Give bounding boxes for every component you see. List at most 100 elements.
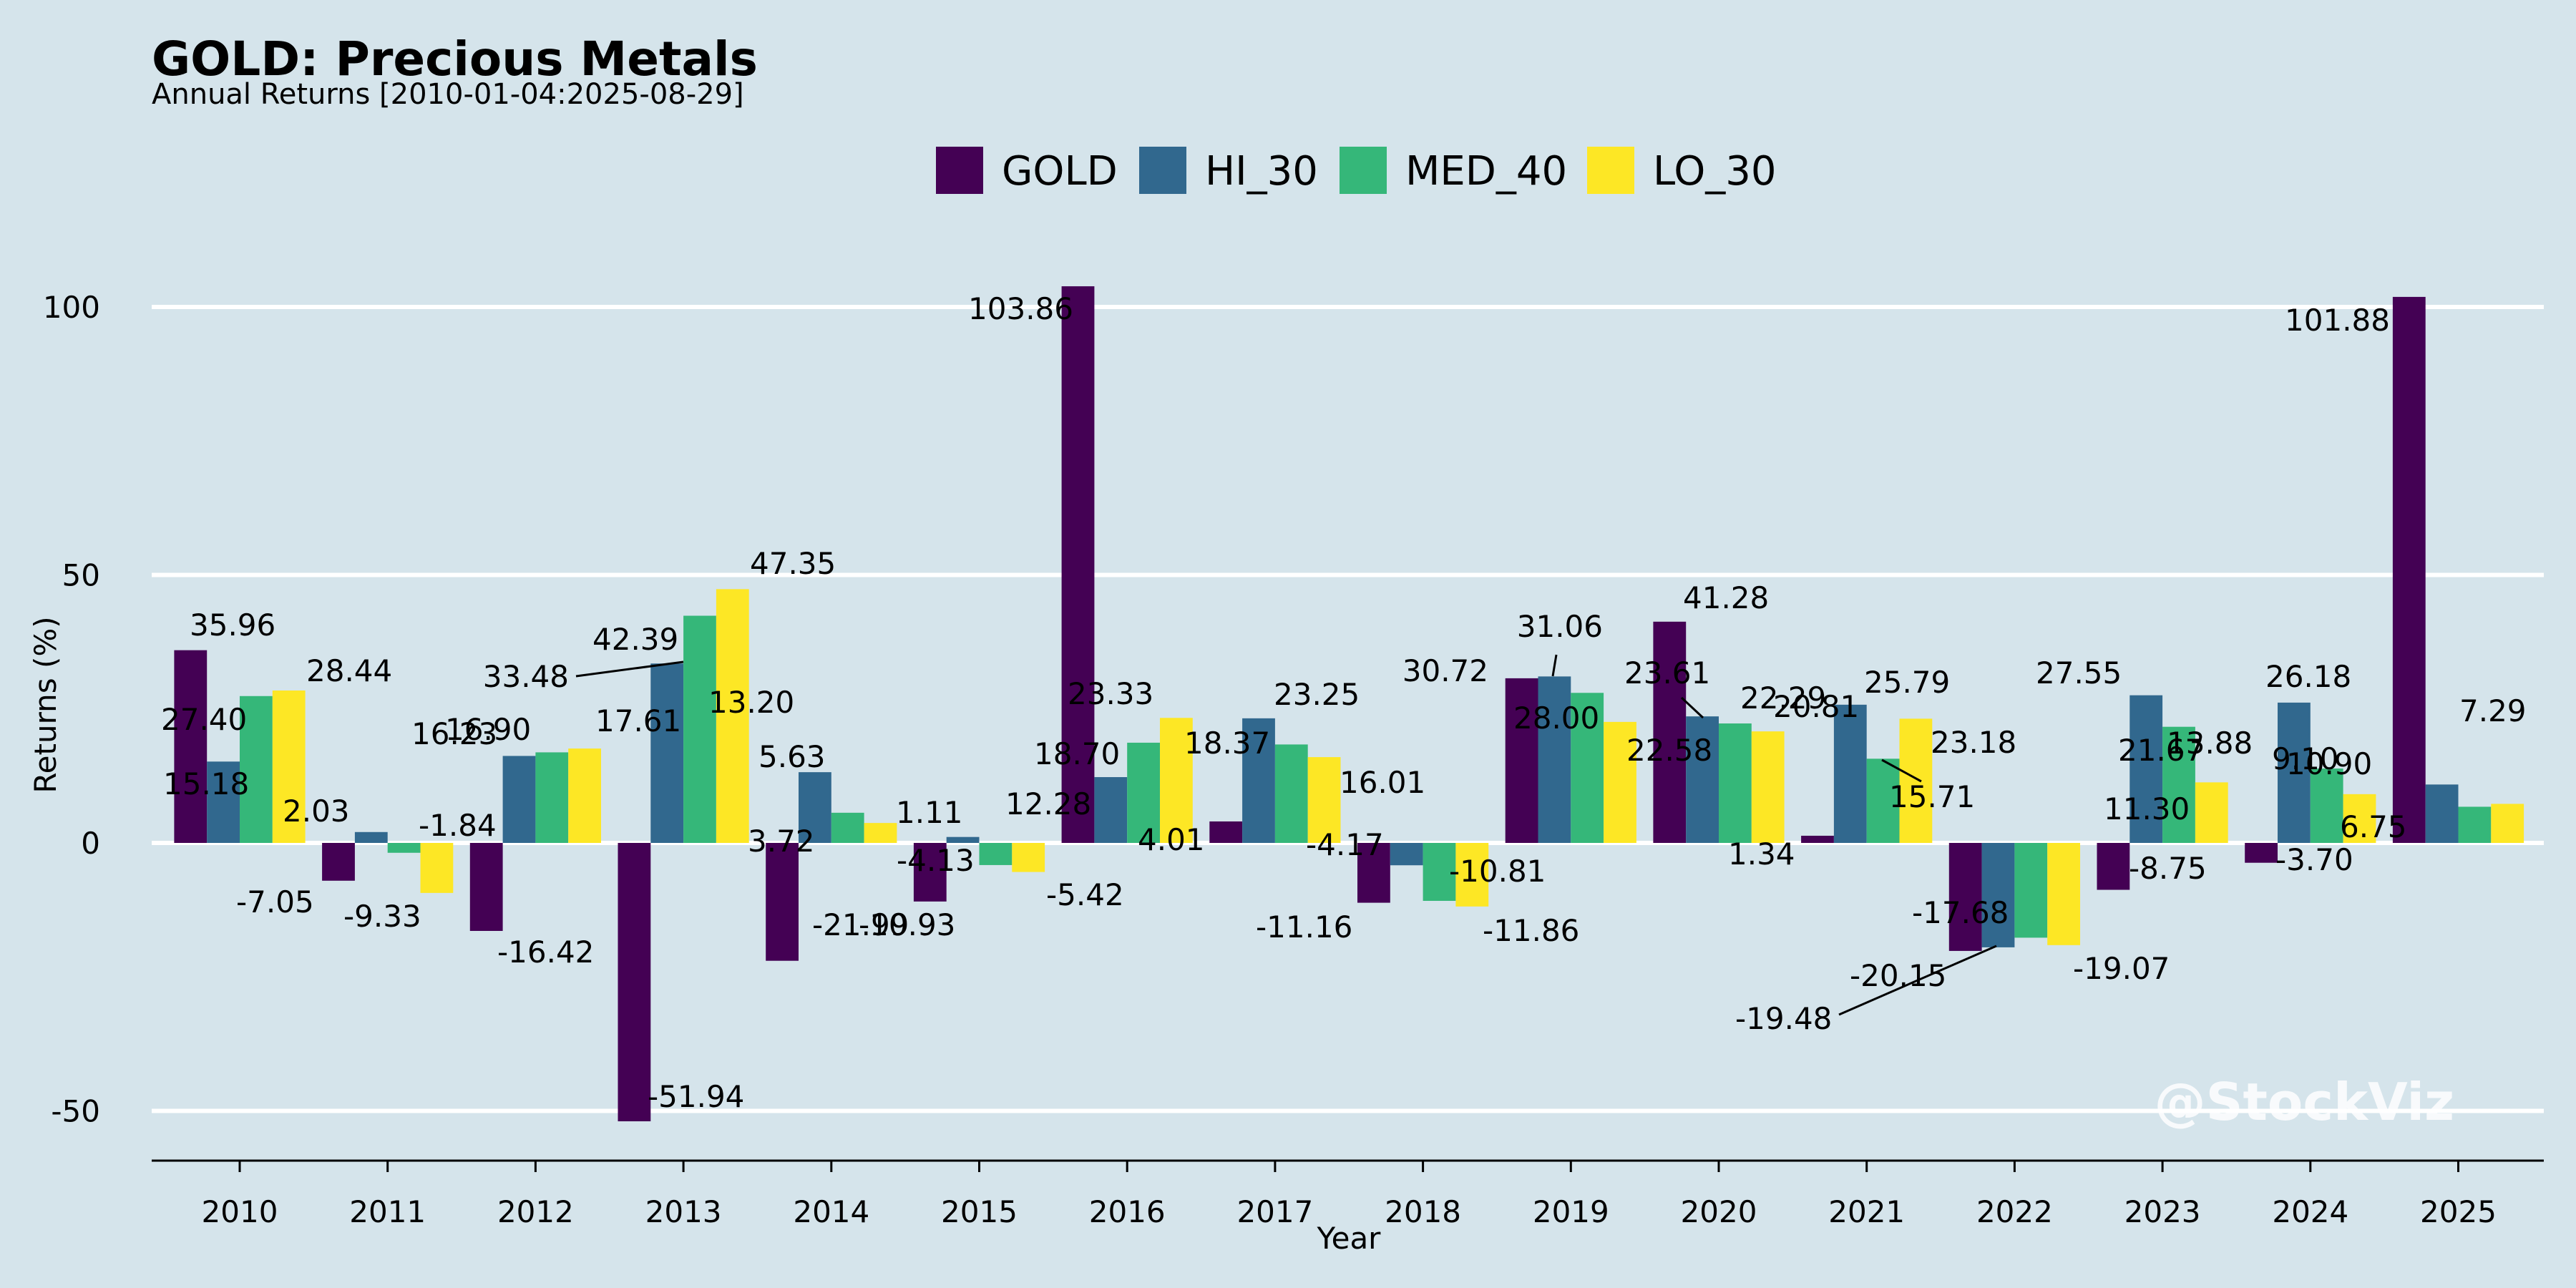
data-label-hi-30-2015: 1.11 [896,795,963,830]
data-label-med-40-2014: 5.63 [758,739,826,774]
bar-lo-30-2024 [2343,794,2376,843]
legend-label-hi-30: HI_30 [1205,148,1318,195]
data-labels: 35.96 -7.05 -16.42 -51.94 -21.99-10.93 103.86… [161,291,2527,1114]
leader-line [1838,945,1997,1016]
bar-gold-2010 [174,650,208,843]
data-label-gold-2017: 4.01 [1138,822,1205,857]
bar-lo-30-2013 [716,589,749,843]
data-label-med-40-2024: 13.88 [2167,726,2253,761]
y-tick-label: 100 [43,290,100,325]
data-label-hi-30-2020: 23.61 [1624,655,1710,691]
data-label-med-40-2013: 42.39 [592,622,678,657]
bar-lo-30-2014 [864,823,897,843]
data-label-lo-30-2025: 7.29 [2459,693,2527,728]
bar-hi-30-2020 [1686,716,1719,843]
bar-hi-30-2025 [2425,784,2459,843]
bar-med-40-2023 [2162,726,2195,843]
bar-hi-30-2024 [2278,702,2311,843]
bar-lo-30-2010 [272,690,306,843]
data-label-med-40-2015: -4.13 [897,843,975,878]
legend-label-lo-30: LO_30 [1653,148,1777,195]
bar-med-40-2010 [240,696,273,843]
data-label-gold-2015: -10.93 [859,907,955,942]
bar-hi-30-2011 [354,831,388,843]
bar-hi-30-2023 [2129,695,2163,843]
y-tick-label: 50 [62,558,100,593]
data-label-gold-2016: 103.86 [968,291,1073,326]
bar-med-40-2021 [1866,758,1900,843]
bar-lo-30-2022 [2047,843,2080,945]
bar-gold-2022 [1948,843,1982,951]
x-tick-label: 2022 [1976,1194,2053,1229]
y-tick-label: -50 [51,1094,100,1129]
data-label-lo-30-2012: 17.61 [595,703,681,738]
data-label-gold-2012: -16.42 [497,935,594,970]
data-label-lo-30-2023: 11.30 [2104,791,2190,826]
bar-med-40-2011 [387,843,421,853]
bar-med-40-2014 [831,812,864,843]
bar-gold-2011 [322,843,355,881]
bar-gold-2014 [766,843,799,961]
data-label-gold-2011: -7.05 [236,884,314,919]
x-tick-label: 2018 [1385,1194,1461,1229]
bar-lo-30-2016 [1160,718,1193,843]
bar-med-40-2020 [1719,723,1752,843]
x-tick-label: 2016 [1089,1194,1166,1229]
bar-lo-30-2020 [1751,731,1785,843]
bar-lo-30-2019 [1604,721,1636,843]
data-label-lo-30-2018: -11.86 [1483,913,1579,948]
bar-hi-30-2017 [1242,718,1275,843]
label-leader-lines [575,654,1997,1016]
legend-swatch-med-40 [1340,147,1387,194]
data-label-lo-30-2011: -9.33 [343,899,421,934]
bar-med-40-2015 [979,843,1013,865]
x-tick-label: 2024 [2272,1194,2348,1229]
data-label-med-40-2011: -1.84 [419,808,497,843]
bar-gold-2020 [1653,621,1687,843]
x-tick-label: 2014 [793,1194,869,1229]
legend-swatch-hi-30 [1139,147,1186,194]
data-label-hi-30-2023: 27.55 [2036,655,2122,691]
x-tick-label: 2019 [1533,1194,1609,1229]
data-label-gold-2013: -51.94 [648,1079,744,1114]
x-tick-label: 2011 [349,1194,426,1229]
x-tick-label: 2013 [645,1194,722,1229]
data-label-med-40-2017: 18.37 [1184,726,1270,761]
data-label-hi-30-2016: 12.28 [1005,786,1091,821]
bar-hi-30-2018 [1390,843,1423,866]
data-label-lo-30-2022: -19.07 [2073,951,2170,986]
bar-hi-30-2012 [502,756,536,843]
legend-label-med-40: MED_40 [1405,148,1567,195]
bar-lo-30-2025 [2491,804,2524,843]
bar-med-40-2024 [2310,769,2343,843]
y-axis: -50 0 50 100 [43,290,100,1129]
bar-med-40-2019 [1571,693,1604,843]
data-label-med-40-2012: 16.90 [445,712,531,747]
data-label-lo-30-2020: 20.81 [1773,689,1859,724]
watermark: @StockViz [2155,1072,2454,1132]
legend-label-gold: GOLD [1002,148,1118,195]
leader-line [1680,696,1704,719]
data-label-lo-30-2019: 22.58 [1626,733,1712,768]
bar-hi-30-2021 [1833,704,1867,843]
data-label-hi-30-2014: 13.20 [708,685,794,720]
data-label-gold-2010: 35.96 [190,608,275,643]
data-label-lo-30-2024: 9.10 [2272,741,2339,776]
data-label-gold-2024: -3.70 [2275,842,2353,877]
bar-gold-2012 [469,843,503,931]
bar-gold-2013 [618,843,651,1122]
data-label-med-40-2010: 27.40 [161,702,247,737]
bar-hi-30-2015 [946,836,980,843]
bar-gold-2017 [1209,821,1243,843]
data-label-hi-30-2013: 33.48 [483,659,569,694]
bar-hi-30-2013 [650,663,684,843]
bar-lo-30-2018 [1455,843,1489,907]
bar-lo-30-2011 [420,843,454,893]
data-label-med-40-2016: 18.70 [1034,736,1120,771]
data-label-hi-30-2011: 2.03 [283,794,350,829]
data-label-gold-2014: -21.99 [812,907,909,942]
data-label-hi-30-2017: 23.25 [1274,677,1360,712]
x-axis-label: Year [1317,1221,1382,1256]
y-tick-label: 0 [81,826,100,861]
